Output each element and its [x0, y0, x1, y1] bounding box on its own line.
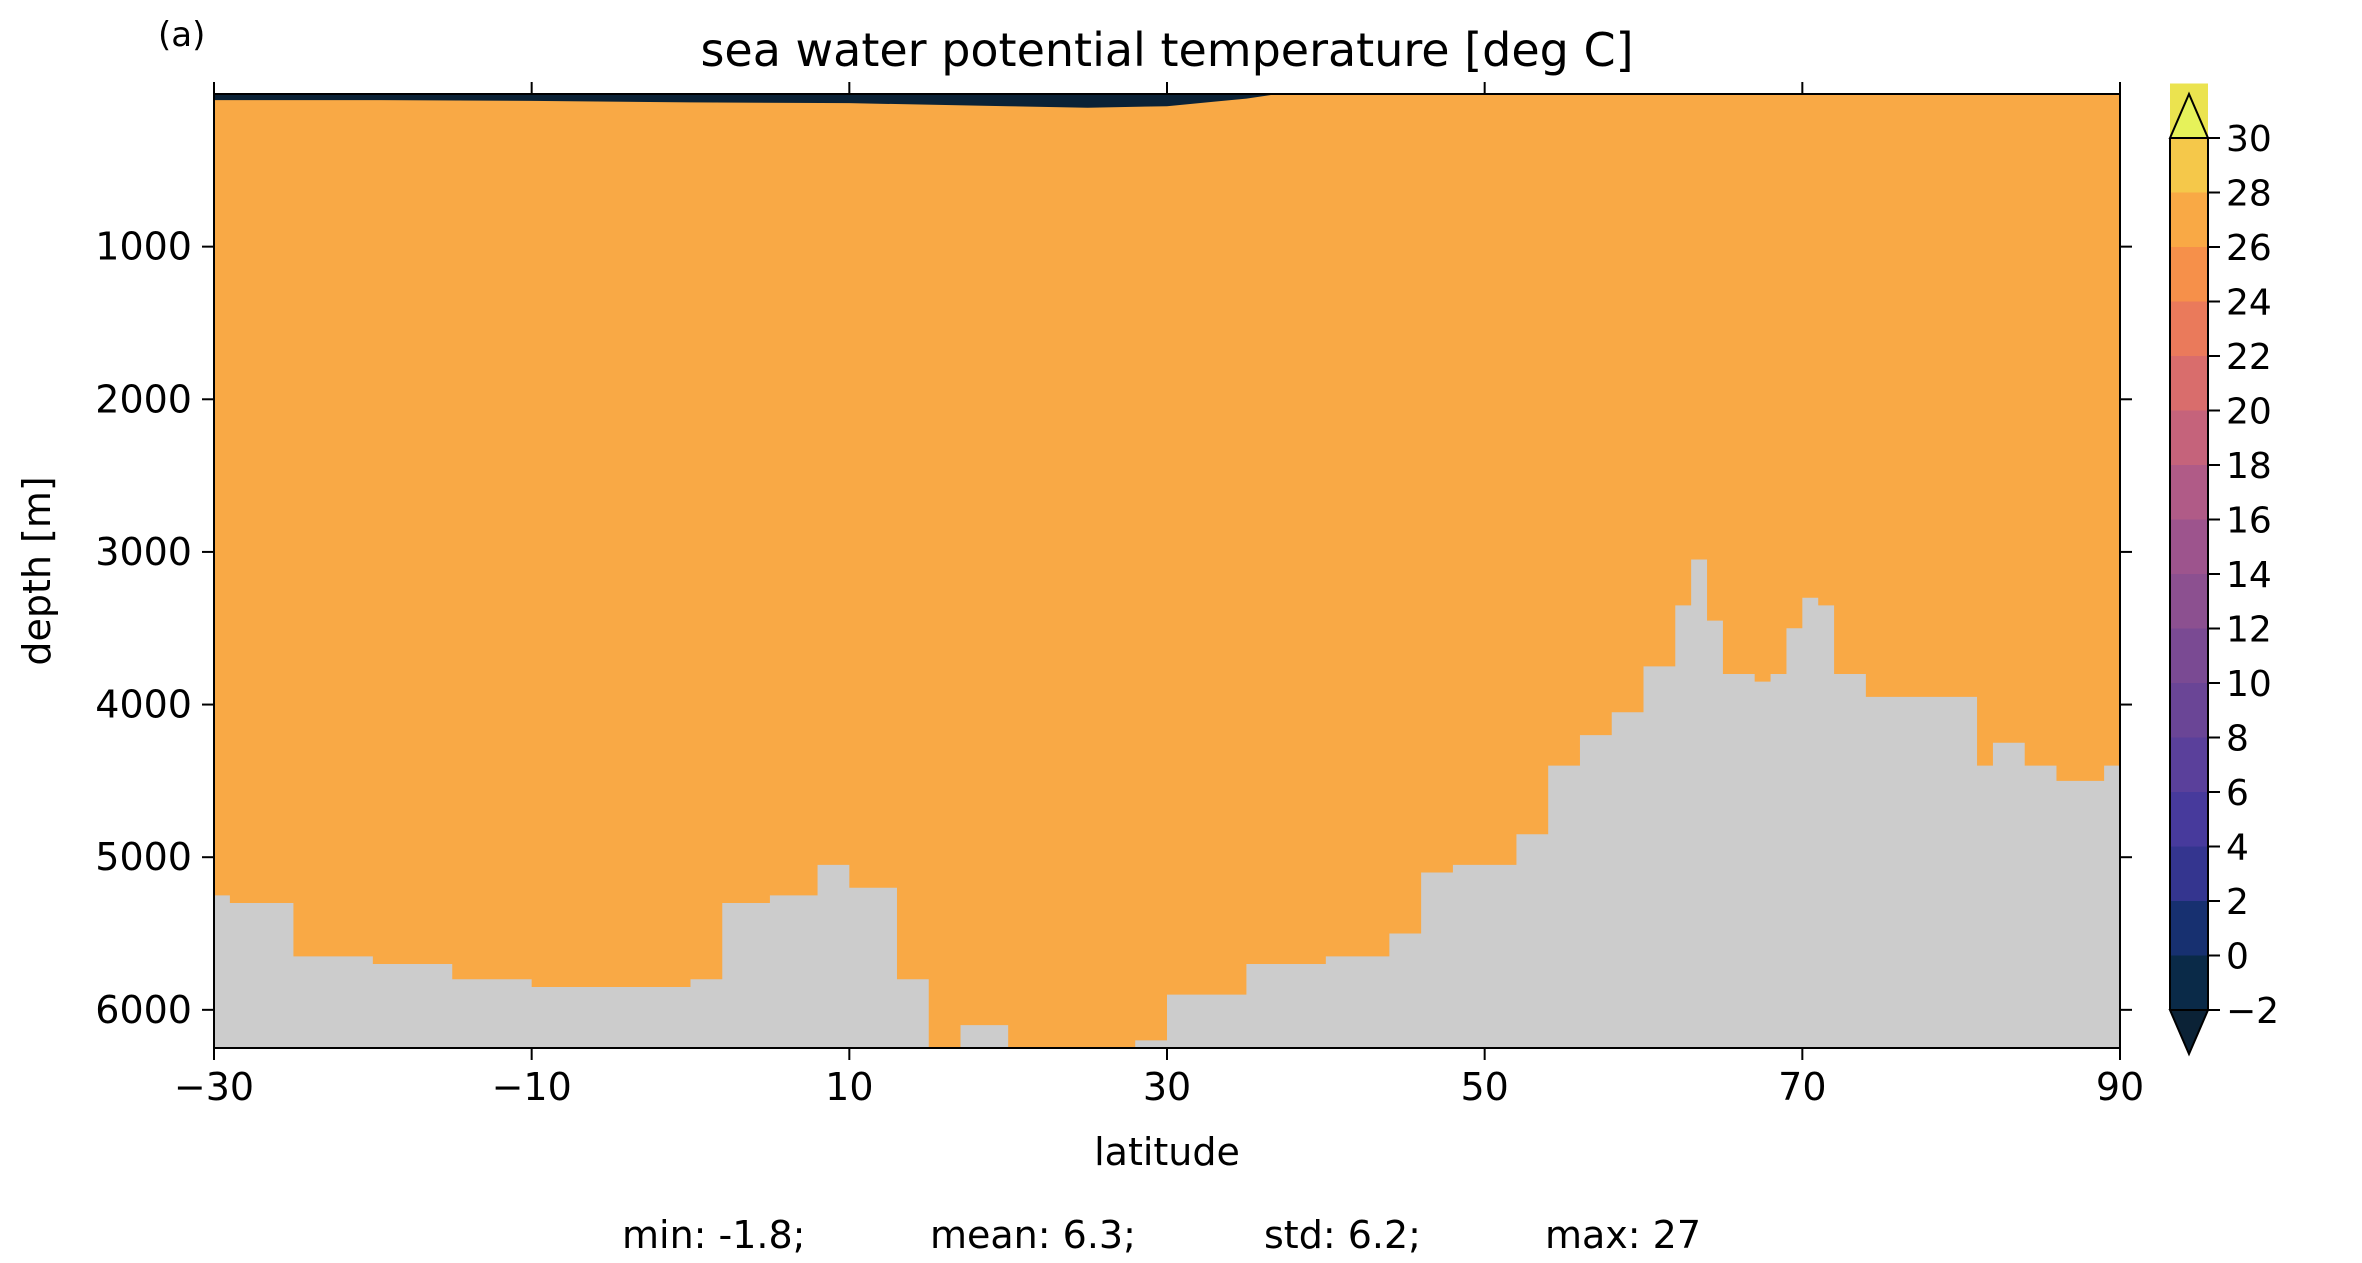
colorbar-tick-label: 0 [2226, 937, 2249, 978]
colorbar-tick-label: 6 [2226, 773, 2249, 814]
colorbar-tick-label: −2 [2226, 991, 2279, 1032]
sea-floor-land [214, 559, 2120, 1048]
colorbar-segment [2170, 192, 2208, 247]
colorbar-tick-label: 10 [2226, 664, 2272, 705]
colorbar-tick-label: 8 [2226, 719, 2249, 760]
stat-std: std: 6.2; [1264, 1213, 1421, 1257]
colorbar-segment [2170, 519, 2208, 574]
colorbar-tick-label: 30 [2226, 119, 2272, 160]
x-tick-label: 50 [1460, 1065, 1508, 1109]
y-axis: 1000 2000 3000 4000 5000 6000 [95, 225, 2132, 1032]
colorbar-tick-label: 26 [2226, 228, 2272, 269]
colorbar-tick-label: 2 [2226, 882, 2249, 923]
y-tick-label: 1000 [95, 225, 192, 269]
colorbar-segment [2170, 574, 2208, 629]
stat-max: max: 27 [1545, 1213, 1701, 1257]
colorbar-segment [2170, 955, 2208, 1010]
colorbar-tick-label: 20 [2226, 392, 2272, 433]
y-tick-label: 6000 [95, 988, 192, 1032]
colorbar-segment [2170, 901, 2208, 956]
stat-mean: mean: 6.3; [930, 1213, 1136, 1257]
colorbar-tick-label: 4 [2226, 828, 2249, 869]
y-tick-label: 3000 [95, 530, 192, 574]
stat-min: min: -1.8; [622, 1213, 806, 1257]
colorbar-tick-label: 22 [2226, 337, 2272, 378]
colorbar-segment [2170, 356, 2208, 411]
y-tick-label: 5000 [95, 835, 192, 879]
colorbar-tick-label: 24 [2226, 283, 2272, 324]
y-axis-label: depth [m] [15, 476, 59, 665]
colorbar-segment [2170, 792, 2208, 847]
colorbar-segment [2170, 138, 2208, 193]
x-axis: −30 −10 10 30 50 70 90 [174, 82, 2144, 1109]
x-tick-label: 90 [2096, 1065, 2144, 1109]
colorbar-tick-label: 16 [2226, 501, 2272, 542]
colorbar-segment [2170, 301, 2208, 356]
chart-title: sea water potential temperature [deg C] [700, 23, 1633, 77]
colorbar-segment [2170, 737, 2208, 792]
panel-label: (a) [158, 15, 205, 55]
x-axis-label: latitude [1094, 1130, 1240, 1174]
colorbar-tick-label: 18 [2226, 446, 2272, 487]
x-tick-label: −10 [492, 1065, 572, 1109]
colorbar-extend-min [2168, 1009, 2210, 1057]
colorbar-tick-label: 28 [2226, 174, 2272, 215]
colorbar-segment [2170, 683, 2208, 738]
y-tick-label: 2000 [95, 377, 192, 421]
colorbar-tick-label: 14 [2226, 555, 2272, 596]
x-tick-label: 30 [1143, 1065, 1191, 1109]
x-tick-label: −30 [174, 1065, 254, 1109]
colorbar-segment [2170, 247, 2208, 302]
colorbar-segment [2170, 846, 2208, 901]
temperature-bands [214, 94, 2120, 1048]
plot-area [214, 94, 2120, 1048]
x-tick-label: 70 [1778, 1065, 1826, 1109]
colorbar-extend-max [2168, 91, 2210, 139]
colorbar-tick-label: 12 [2226, 610, 2272, 651]
stats-line: min: -1.8; mean: 6.3; std: 6.2; max: 27 [622, 1213, 1701, 1257]
y-tick-label: 4000 [95, 683, 192, 727]
colorbar-segment [2170, 410, 2208, 465]
colorbar-segment [2170, 628, 2208, 683]
x-tick-label: 10 [825, 1065, 873, 1109]
colorbar-segment [2170, 465, 2208, 520]
